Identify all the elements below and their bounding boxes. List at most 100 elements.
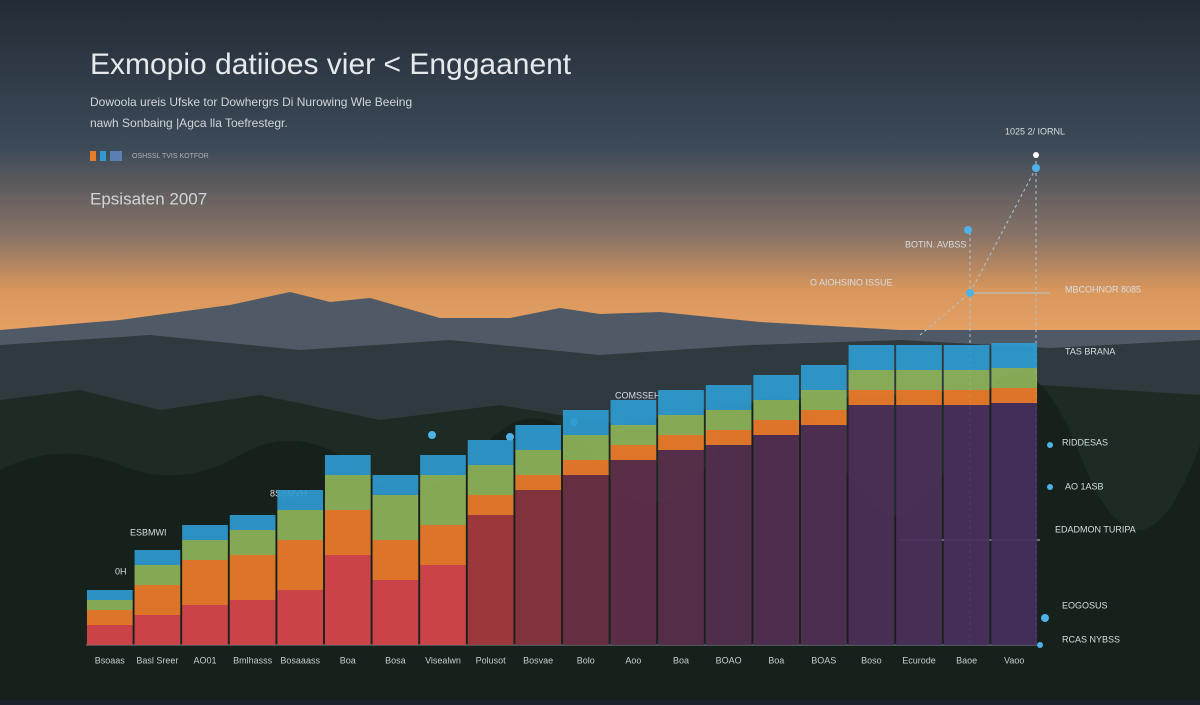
- bar-segment: [277, 490, 324, 510]
- bar-segment: [753, 420, 800, 435]
- bar-segment: [943, 390, 990, 405]
- x-tick-label: Vaoo: [1004, 655, 1024, 665]
- logo: [100, 151, 106, 161]
- bar-segment: [515, 450, 562, 475]
- bar-segment: [86, 610, 133, 625]
- x-tick-label: Polusot: [476, 655, 507, 665]
- bar-segment: [515, 490, 562, 645]
- bar-segment: [943, 405, 990, 645]
- x-tick-label: Boa: [673, 655, 689, 665]
- x-tick-label: Bosa: [385, 655, 406, 665]
- bar-segment: [229, 555, 276, 600]
- bar-segment: [991, 403, 1038, 645]
- x-tick-label: Boa: [768, 655, 784, 665]
- bar-segment: [705, 430, 752, 445]
- x-tick-label: AO01: [193, 655, 216, 665]
- bar-segment: [943, 345, 990, 370]
- bar-segment: [896, 345, 942, 370]
- bar-segment: [467, 440, 514, 465]
- bar-segment: [86, 625, 133, 645]
- bar-segment: [134, 615, 181, 645]
- bar-segment: [610, 425, 657, 445]
- bar-segment: [324, 475, 371, 510]
- bar-segment: [753, 400, 800, 420]
- subtitle: Dowoola ureis Ufske tor Dowhergrs Di Nur…: [90, 95, 412, 109]
- logo: [110, 151, 122, 161]
- bar-segment: [229, 600, 276, 645]
- x-tick-label: BOAO: [716, 655, 742, 665]
- annotation: 0H: [115, 566, 127, 576]
- bar-segment: [991, 368, 1038, 388]
- bar-segment: [372, 580, 419, 645]
- bar-segment: [372, 540, 419, 580]
- bar-segment: [467, 495, 514, 515]
- bar-segment: [562, 460, 609, 475]
- bar-segment: [848, 405, 895, 645]
- bar-segment: [515, 425, 562, 450]
- x-tick-label: Bolo: [577, 655, 595, 665]
- bar-segment: [420, 455, 466, 475]
- bar-segment: [229, 515, 276, 530]
- bar-segment: [610, 445, 657, 460]
- bar-segment: [467, 515, 514, 645]
- bar-segment: [467, 465, 514, 495]
- annotation: MBCOHNOR 8085: [1065, 284, 1141, 294]
- x-tick-label: Bosvae: [523, 655, 553, 665]
- bar-segment: [324, 555, 371, 645]
- bar-segment: [134, 585, 181, 615]
- x-tick-label: Bmlhasss: [233, 655, 273, 665]
- bar-segment: [658, 390, 704, 415]
- bar-segment: [800, 390, 847, 410]
- bar-segment: [134, 565, 181, 585]
- bar-segment: [753, 435, 800, 645]
- bar-segment: [562, 410, 609, 435]
- annotation: RCAS NYBSS: [1062, 634, 1120, 644]
- bar-segment: [705, 445, 752, 645]
- bar-segment: [420, 525, 466, 565]
- bar-segment: [515, 475, 562, 490]
- bar-segment: [86, 600, 133, 610]
- bar-segment: [134, 550, 181, 565]
- annotation: RIDDESAS: [1062, 437, 1108, 447]
- bar-segment: [372, 475, 419, 495]
- bar-segment: [848, 345, 895, 370]
- x-tick-label: Basl Sreer: [136, 655, 178, 665]
- annotation: EOGOSUS: [1062, 600, 1108, 610]
- bar-segment: [277, 510, 324, 540]
- bar-segment: [658, 435, 704, 450]
- bar-segment: [420, 565, 466, 645]
- bar-segment: [182, 560, 228, 605]
- x-tick-label: Boa: [340, 655, 356, 665]
- annotation: AO 1ASB: [1065, 481, 1104, 491]
- x-tick-label: BOAS: [811, 655, 836, 665]
- bar-segment: [277, 590, 324, 645]
- annotation: 1025 2/ IORNL: [1005, 126, 1065, 136]
- x-tick-label: Bsoaas: [95, 655, 126, 665]
- x-tick-label: Boso: [861, 655, 882, 665]
- bar-segment: [848, 370, 895, 390]
- annotation: TAS BRANA: [1065, 346, 1115, 356]
- bar-segment: [86, 590, 133, 600]
- bar-segment: [420, 475, 466, 525]
- bar-segment: [277, 540, 324, 590]
- bar-segment: [753, 375, 800, 400]
- bar-segment: [896, 405, 942, 645]
- bar-segment: [800, 365, 847, 390]
- bar-segment: [848, 390, 895, 405]
- bar-segment: [372, 495, 419, 540]
- bar-segment: [800, 425, 847, 645]
- annotation: O AIOHSINO ISSUE: [810, 277, 893, 287]
- source: OSHSSL TVIS KOTFOR: [132, 153, 209, 160]
- bar-segment: [182, 540, 228, 560]
- subtitle: nawh Sonbaing |Agca lla Toefrestegr.: [90, 116, 288, 130]
- bar-segment: [562, 435, 609, 460]
- period: Epsisaten 2007: [90, 189, 207, 208]
- bar-segment: [182, 605, 228, 645]
- chart-title: Exmopio datiioes vier < Enggaanent: [90, 48, 572, 81]
- bar-segment: [705, 410, 752, 430]
- bar-segment: [705, 385, 752, 410]
- bar-segment: [658, 450, 704, 645]
- bar-segment: [658, 415, 704, 435]
